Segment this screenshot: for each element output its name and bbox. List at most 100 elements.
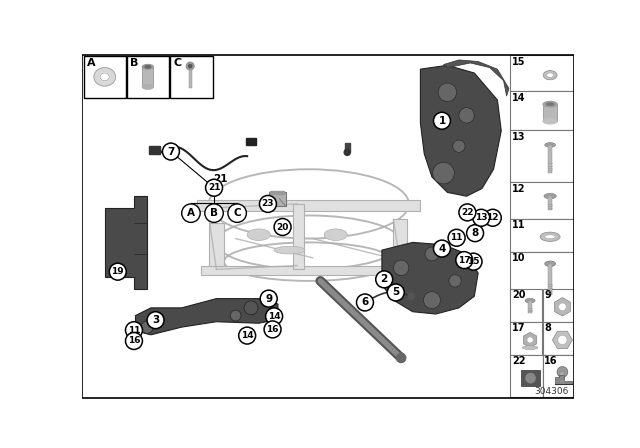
- Ellipse shape: [547, 103, 554, 105]
- Circle shape: [141, 321, 153, 333]
- Ellipse shape: [540, 232, 560, 241]
- Ellipse shape: [143, 65, 153, 69]
- Text: 19: 19: [110, 267, 125, 277]
- Circle shape: [266, 308, 283, 325]
- Text: 14: 14: [241, 331, 253, 340]
- Circle shape: [557, 366, 568, 377]
- Circle shape: [205, 204, 223, 222]
- Circle shape: [163, 143, 179, 160]
- Bar: [197, 200, 420, 211]
- Bar: [270, 191, 284, 194]
- Circle shape: [459, 204, 476, 221]
- Circle shape: [433, 240, 451, 257]
- Text: 15: 15: [467, 257, 480, 266]
- Ellipse shape: [247, 229, 270, 241]
- Text: 21: 21: [213, 173, 227, 184]
- Ellipse shape: [525, 298, 535, 303]
- Ellipse shape: [545, 235, 556, 239]
- Text: 6: 6: [362, 297, 369, 307]
- Circle shape: [449, 275, 461, 287]
- Text: 11: 11: [451, 233, 463, 242]
- Circle shape: [109, 263, 126, 280]
- Circle shape: [244, 301, 258, 315]
- Text: 8: 8: [472, 228, 479, 238]
- Polygon shape: [524, 332, 537, 348]
- Bar: [548, 264, 552, 295]
- Circle shape: [424, 292, 440, 309]
- Text: 7: 7: [167, 146, 175, 156]
- Bar: [528, 301, 532, 313]
- Bar: [543, 322, 575, 355]
- Bar: [522, 370, 540, 386]
- Circle shape: [484, 209, 501, 226]
- Circle shape: [205, 179, 223, 196]
- Bar: [209, 223, 224, 266]
- Text: 16: 16: [266, 325, 279, 334]
- Circle shape: [228, 204, 246, 222]
- Bar: [189, 66, 192, 88]
- Circle shape: [397, 353, 406, 362]
- Bar: [543, 104, 557, 121]
- Text: 13: 13: [475, 213, 488, 222]
- Circle shape: [230, 310, 241, 321]
- Ellipse shape: [100, 73, 109, 81]
- Bar: [345, 143, 349, 152]
- Circle shape: [473, 209, 490, 226]
- Ellipse shape: [543, 71, 557, 80]
- Text: 304306: 304306: [534, 387, 568, 396]
- Text: 17: 17: [512, 323, 525, 333]
- Ellipse shape: [547, 73, 554, 78]
- Text: 4: 4: [438, 244, 445, 254]
- Circle shape: [125, 332, 143, 349]
- Text: 14: 14: [268, 312, 280, 321]
- Text: 22: 22: [512, 356, 525, 366]
- Text: A: A: [187, 208, 195, 218]
- Circle shape: [527, 337, 533, 343]
- Circle shape: [425, 247, 439, 261]
- Circle shape: [408, 293, 414, 299]
- Bar: [511, 182, 575, 219]
- Bar: [511, 91, 575, 130]
- Bar: [170, 56, 212, 99]
- Text: 5: 5: [392, 288, 399, 297]
- Circle shape: [387, 284, 404, 301]
- Text: 2: 2: [381, 274, 388, 284]
- Circle shape: [559, 303, 566, 310]
- Bar: [143, 67, 153, 87]
- Bar: [511, 355, 543, 397]
- Ellipse shape: [143, 85, 153, 89]
- Text: 9: 9: [265, 293, 272, 304]
- Bar: [511, 55, 575, 91]
- Polygon shape: [420, 65, 501, 196]
- Text: 1: 1: [438, 116, 445, 126]
- Polygon shape: [555, 375, 572, 384]
- Text: 22: 22: [461, 208, 474, 217]
- Bar: [201, 266, 417, 275]
- Circle shape: [274, 219, 291, 236]
- Polygon shape: [136, 299, 278, 335]
- Circle shape: [452, 140, 465, 152]
- Text: 11: 11: [128, 326, 140, 335]
- Circle shape: [459, 108, 474, 123]
- Bar: [543, 355, 575, 397]
- Circle shape: [558, 335, 567, 345]
- Bar: [511, 219, 575, 252]
- Polygon shape: [552, 331, 572, 349]
- Text: 12: 12: [512, 184, 525, 194]
- Bar: [246, 138, 255, 145]
- Circle shape: [438, 83, 456, 102]
- Text: 19: 19: [111, 267, 124, 276]
- Text: B: B: [130, 58, 138, 69]
- Bar: [543, 289, 575, 322]
- Bar: [561, 372, 564, 384]
- Bar: [511, 322, 542, 355]
- Circle shape: [260, 290, 277, 307]
- Ellipse shape: [522, 346, 538, 349]
- Circle shape: [264, 321, 281, 338]
- Circle shape: [526, 374, 535, 383]
- Bar: [269, 192, 285, 206]
- Circle shape: [344, 149, 350, 155]
- Circle shape: [465, 253, 482, 270]
- Text: 20: 20: [512, 290, 525, 300]
- Ellipse shape: [543, 118, 557, 124]
